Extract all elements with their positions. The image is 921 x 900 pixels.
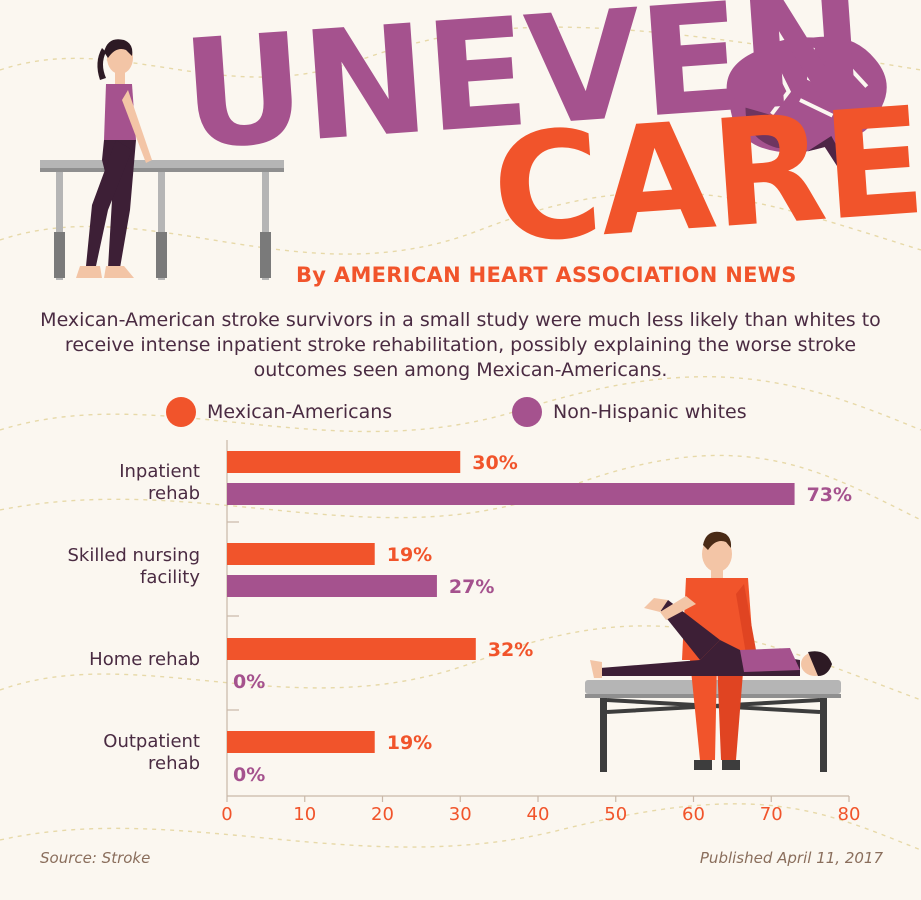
brain-icon (726, 36, 887, 177)
x-tick-label-60: 60 (682, 804, 705, 825)
legend-mexican-americans: Mexican-Americans (166, 397, 392, 427)
category-label-line: Outpatient (103, 731, 200, 752)
category-label-line: facility (140, 567, 200, 588)
bar-label-0-0: 30% (472, 452, 517, 474)
bar-0-2 (227, 638, 476, 660)
category-label-line: rehab (148, 483, 200, 504)
bar-label-0-3: 19% (387, 732, 432, 754)
legend-dot-non-hispanic-whites (512, 397, 542, 427)
description: Mexican-American stroke survivors in a s… (40, 309, 881, 381)
bar-1-0 (227, 483, 795, 505)
woman-parallel-bars-illustration (40, 39, 284, 280)
legend-label-non-hispanic-whites: Non-Hispanic whites (553, 401, 747, 423)
category-label-line: Inpatient (119, 461, 200, 482)
x-tick-label-30: 30 (449, 804, 472, 825)
legend-non-hispanic-whites: Non-Hispanic whites (512, 397, 747, 427)
bar-label-1-1: 27% (449, 576, 494, 598)
source-note: Source: Stroke (40, 849, 151, 867)
bar-label-0-1: 19% (387, 544, 432, 566)
bar-label-1-2: 0% (233, 671, 265, 693)
published-date: Published April 11, 2017 (699, 849, 883, 867)
x-tick-label-0: 0 (221, 804, 232, 825)
therapist-patient-illustration (585, 531, 841, 772)
category-label-line: rehab (148, 753, 200, 774)
x-tick-label-70: 70 (760, 804, 783, 825)
category-label-line: Home rehab (89, 649, 200, 670)
bar-label-1-0: 73% (807, 484, 852, 506)
legend-dot-mexican-americans (166, 397, 196, 427)
category-label-line: Skilled nursing (67, 545, 200, 566)
category-label-2: Home rehab (0, 649, 200, 671)
bar-0-1 (227, 543, 375, 565)
category-label-1: Skilled nursing facility (0, 545, 200, 589)
bar-label-0-2: 32% (488, 639, 533, 661)
x-tick-label-50: 50 (604, 804, 627, 825)
byline: By AMERICAN HEART ASSOCIATION NEWS (296, 263, 797, 287)
x-tick-label-10: 10 (293, 804, 316, 825)
bar-label-1-3: 0% (233, 764, 265, 786)
x-tick-label-80: 80 (838, 804, 861, 825)
bar-0-3 (227, 731, 375, 753)
x-tick-label-20: 20 (371, 804, 394, 825)
category-label-3: Outpatient rehab (0, 731, 200, 775)
legend-label-mexican-americans: Mexican-Americans (207, 401, 393, 423)
bar-1-1 (227, 575, 437, 597)
category-label-0: Inpatient rehab (0, 461, 200, 505)
bar-0-0 (227, 451, 461, 473)
x-tick-label-40: 40 (527, 804, 550, 825)
